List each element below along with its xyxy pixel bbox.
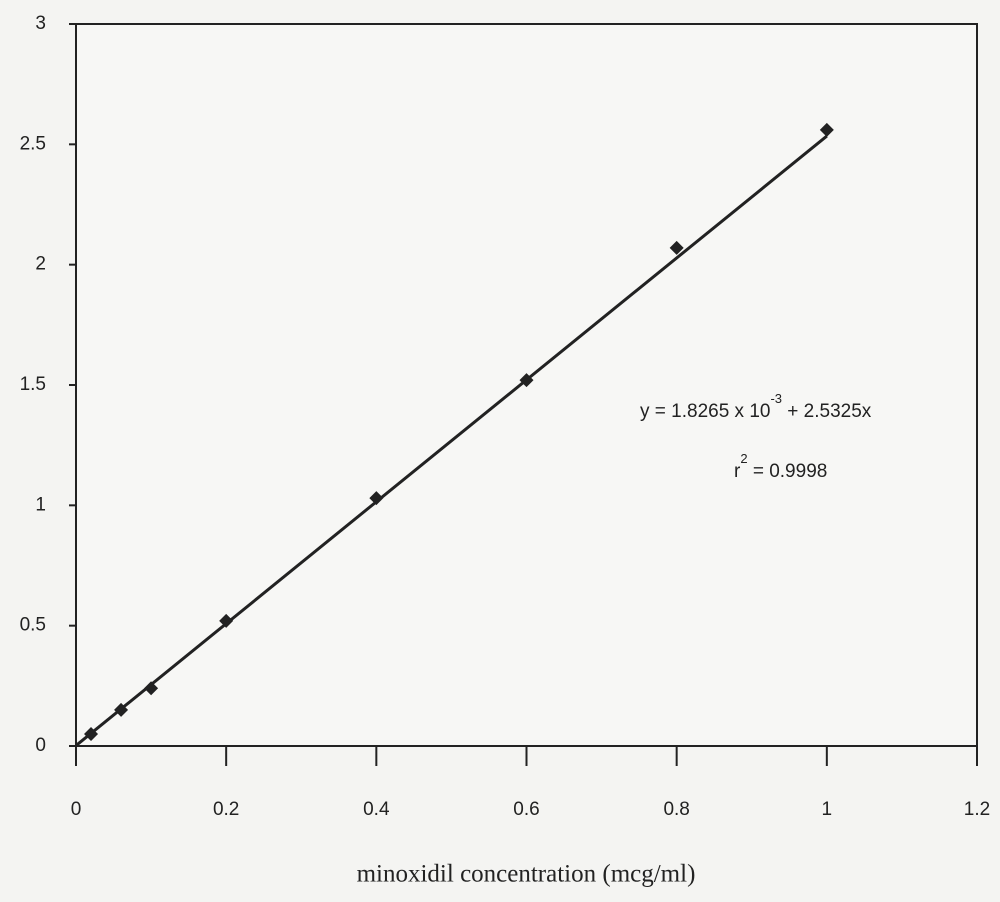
annotation: y = 1.8265 x 10-3 + 2.5325x — [640, 391, 872, 422]
data-point — [669, 240, 684, 255]
x-axis-title: minoxidil concentration (mcg/ml) — [357, 861, 696, 888]
data-point — [84, 726, 99, 741]
x-tick-label: 0 — [71, 799, 82, 820]
x-tick-label: 1.2 — [964, 799, 990, 820]
y-tick-label: 1 — [35, 494, 46, 515]
data-point — [219, 613, 234, 628]
y-tick-label: 2 — [35, 254, 46, 275]
annotation-text: y = 1.8265 x 10 — [640, 401, 770, 422]
annotation-superscript: -3 — [770, 391, 782, 406]
y-tick-label: 0.5 — [20, 615, 46, 636]
annotation-text: = 0.9998 — [748, 461, 828, 482]
y-tick-label: 3 — [35, 13, 46, 34]
fit-line — [75, 134, 828, 747]
annotation-text: r — [734, 461, 741, 482]
annotation-text: + 2.5325x — [782, 401, 872, 422]
x-tick-label: 0.6 — [513, 799, 539, 820]
annotation: r2 = 0.9998 — [734, 451, 827, 482]
x-tick-label: 0.2 — [213, 799, 239, 820]
data-point — [114, 702, 129, 717]
data-point — [369, 491, 384, 506]
y-tick-label: 2.5 — [20, 133, 46, 154]
x-tick-label: 1 — [822, 799, 833, 820]
data-point — [519, 373, 534, 388]
y-tick-label: 1.5 — [20, 374, 46, 395]
data-point — [144, 681, 159, 696]
annotation-superscript: 2 — [740, 451, 747, 466]
y-tick-label: 0 — [35, 735, 46, 756]
data-point — [819, 122, 834, 137]
x-tick-label: 0.8 — [663, 799, 689, 820]
x-tick-label: 0.4 — [363, 799, 390, 820]
